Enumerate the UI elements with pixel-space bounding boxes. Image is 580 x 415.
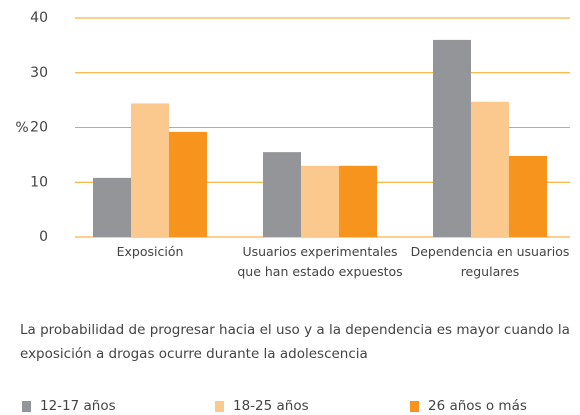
bar xyxy=(131,103,169,237)
legend-swatch xyxy=(215,400,224,412)
bar xyxy=(433,39,471,238)
x-tick-label: Exposición xyxy=(116,244,184,259)
y-tick-label: 40 xyxy=(30,10,48,26)
caption: La probabilidad de progresar hacia el us… xyxy=(20,322,570,362)
legend-entry: 18-25 años xyxy=(215,398,309,414)
legend-label: 18-25 años xyxy=(233,398,309,414)
legend-label: 12-17 años xyxy=(40,398,116,414)
bar xyxy=(301,165,339,237)
bar xyxy=(93,177,131,237)
x-tick-label: Dependencia en usuarios regulares xyxy=(410,244,570,279)
x-tick-label: Usuarios experimentales que han estado e… xyxy=(237,244,403,279)
bar xyxy=(471,101,509,237)
legend-swatch xyxy=(22,400,31,412)
legend-entry: 12-17 años xyxy=(22,398,116,414)
bar xyxy=(263,152,301,237)
bar xyxy=(339,165,377,237)
y-tick-label: 30 xyxy=(30,65,48,81)
bar xyxy=(509,155,547,237)
y-tick-label: 20 xyxy=(30,120,48,136)
bar xyxy=(169,131,207,237)
y-tick-label: 0 xyxy=(39,229,48,245)
legend-label: 26 años o más xyxy=(428,398,527,414)
legend-swatch xyxy=(410,400,419,412)
legend-entry: 26 años o más xyxy=(410,398,527,414)
y-tick-label: 10 xyxy=(30,174,48,190)
y-axis-label: % xyxy=(15,120,28,136)
